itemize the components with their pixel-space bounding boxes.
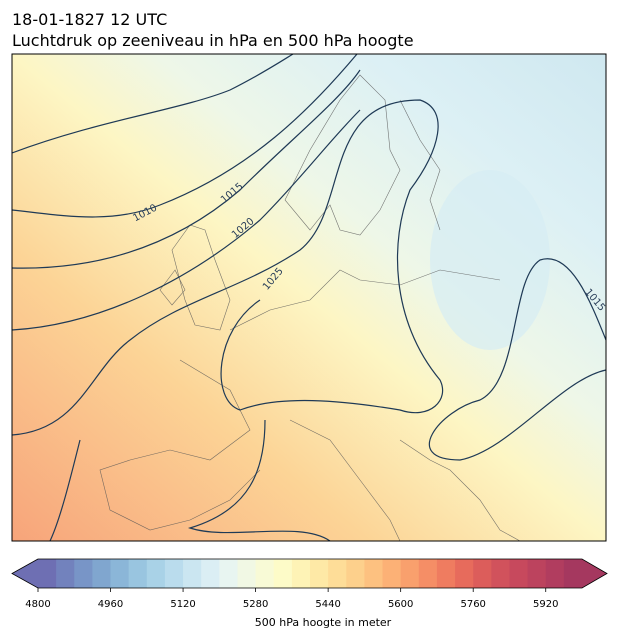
colorbar-bin bbox=[509, 559, 529, 588]
colorbar-bin bbox=[418, 559, 438, 588]
colorbar-label: 500 hPa hoogte in meter bbox=[255, 616, 392, 629]
isobars bbox=[12, 54, 606, 541]
colorbar-bin bbox=[310, 559, 329, 588]
colorbar-bin bbox=[110, 559, 130, 588]
map bbox=[12, 54, 606, 541]
colorbar-bin bbox=[527, 559, 547, 588]
title: 18-01-1827 12 UTC bbox=[12, 10, 167, 29]
colorbar-bin bbox=[219, 559, 238, 588]
colorbar-bin bbox=[255, 559, 275, 588]
coastlines bbox=[99, 74, 521, 541]
colorbar-bin bbox=[291, 559, 311, 588]
colorbar-bin bbox=[400, 559, 420, 588]
colorbar-bin bbox=[56, 559, 75, 588]
colorbar-bin bbox=[38, 559, 57, 588]
colorbar-bin bbox=[92, 559, 112, 588]
colorbar-tick-label: 5280 bbox=[243, 599, 268, 610]
subtitle: Luchtdruk op zeeniveau in hPa en 500 hPa… bbox=[12, 31, 414, 50]
colorbar-bin bbox=[473, 559, 492, 588]
colorbar-bin bbox=[545, 559, 565, 588]
colorbar-tick-label: 4800 bbox=[25, 599, 50, 610]
colorbar-tick-label: 5440 bbox=[315, 599, 340, 610]
colorbar-tick-label: 5760 bbox=[460, 599, 485, 610]
colorbar-bin bbox=[346, 559, 365, 588]
colorbar-tick-label: 5920 bbox=[533, 599, 558, 610]
colorbar-tick-label: 4960 bbox=[98, 599, 123, 610]
colorbar-bin bbox=[164, 559, 184, 588]
colorbar-extend-high bbox=[582, 559, 607, 588]
colorbar-bin bbox=[237, 559, 257, 588]
colorbar-bin bbox=[382, 559, 402, 588]
colorbar-outline bbox=[11, 558, 608, 589]
colorbar-bin bbox=[183, 559, 202, 588]
colorbar-bin bbox=[563, 559, 583, 588]
colorbar-bin bbox=[273, 559, 293, 588]
colorbar-bin bbox=[328, 559, 347, 588]
colorbar-bin bbox=[491, 559, 510, 588]
colorbar-bin bbox=[128, 559, 148, 588]
colorbar-bin bbox=[364, 559, 384, 588]
colorbar-tick-label: 5120 bbox=[170, 599, 195, 610]
colorbar-extend-low bbox=[12, 559, 38, 588]
colorbar-bin bbox=[455, 559, 474, 588]
colorbar-bin bbox=[201, 559, 220, 588]
colorbar-tick-label: 5600 bbox=[388, 599, 413, 610]
colorbar-bin bbox=[146, 559, 166, 588]
map-frame bbox=[11, 53, 607, 542]
colorbar-bin bbox=[436, 559, 456, 588]
low-area bbox=[430, 170, 550, 350]
colorbar-bin bbox=[74, 559, 93, 588]
